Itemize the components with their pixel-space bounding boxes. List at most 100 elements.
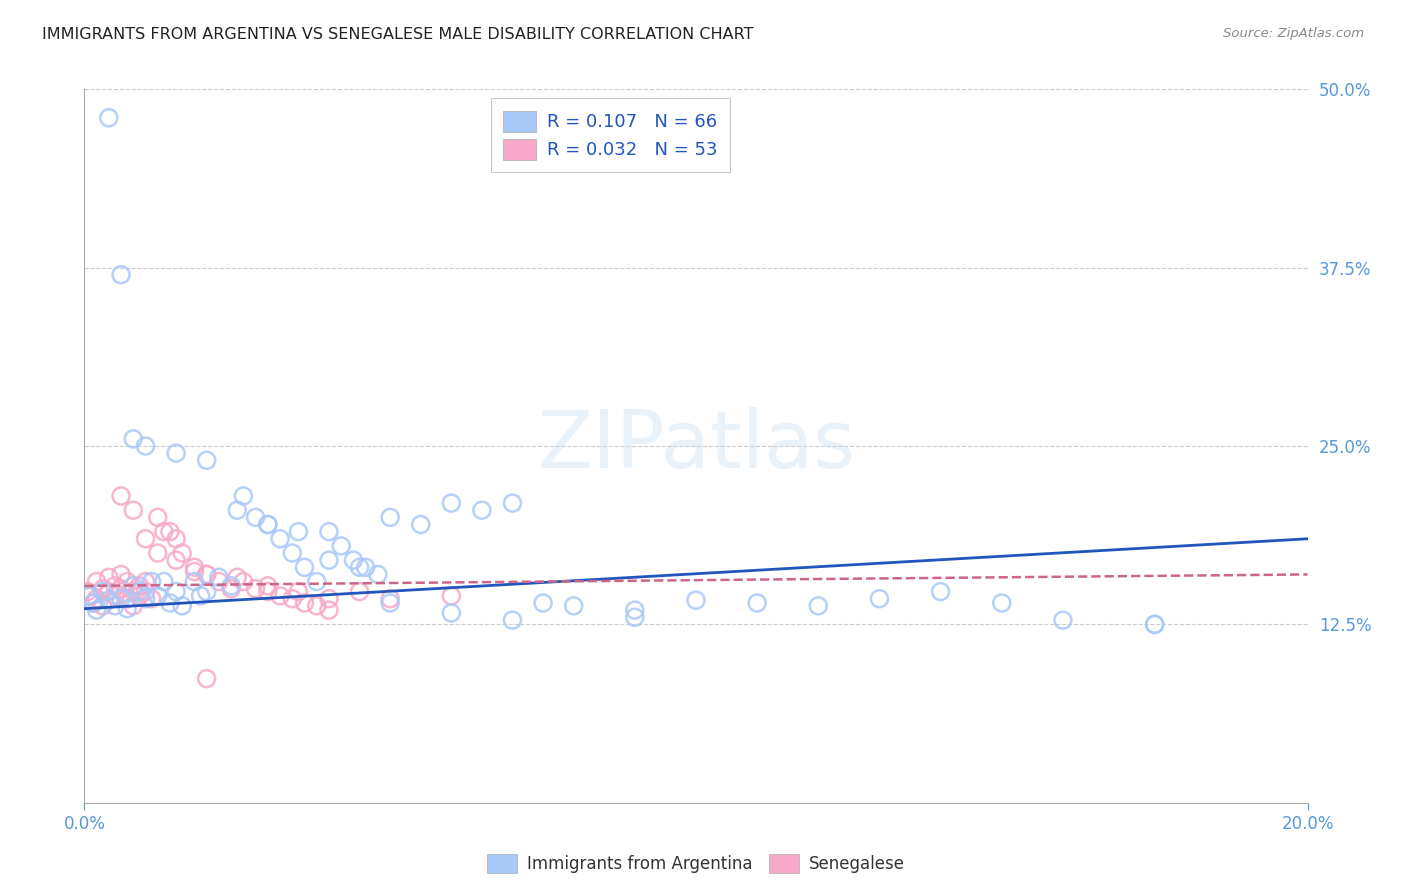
Point <box>135 532 157 546</box>
Point <box>257 517 280 532</box>
Point <box>115 601 138 615</box>
Point <box>318 553 340 567</box>
Text: IMMIGRANTS FROM ARGENTINA VS SENEGALESE MALE DISABILITY CORRELATION CHART: IMMIGRANTS FROM ARGENTINA VS SENEGALESE … <box>42 27 754 42</box>
Point <box>195 584 218 599</box>
Point <box>97 570 120 584</box>
Point <box>77 589 100 603</box>
Point <box>502 613 524 627</box>
Point <box>79 589 101 603</box>
Point <box>76 584 98 599</box>
Point <box>190 589 212 603</box>
Point <box>153 574 176 589</box>
Point <box>195 567 218 582</box>
Point <box>502 496 524 510</box>
Point <box>269 532 291 546</box>
Point <box>183 565 205 579</box>
Point <box>122 432 145 446</box>
Point <box>562 599 585 613</box>
Point <box>281 546 304 560</box>
Point <box>86 591 108 606</box>
Point <box>380 591 402 606</box>
Point <box>146 546 169 560</box>
Point <box>226 570 249 584</box>
Point <box>115 591 138 606</box>
Point <box>135 591 157 606</box>
Point <box>318 591 340 606</box>
Point <box>195 453 218 467</box>
Point <box>165 584 187 599</box>
Point <box>104 579 127 593</box>
Point <box>128 584 150 599</box>
Point <box>141 591 163 606</box>
Point <box>219 582 242 596</box>
Point <box>624 603 647 617</box>
Point <box>245 582 267 596</box>
Point <box>110 567 132 582</box>
Point <box>110 489 132 503</box>
Point <box>471 503 494 517</box>
Point <box>97 593 120 607</box>
Point <box>685 593 707 607</box>
Point <box>195 567 218 582</box>
Point <box>128 589 150 603</box>
Point <box>245 510 267 524</box>
Point <box>624 610 647 624</box>
Point <box>172 599 194 613</box>
Point <box>122 579 145 593</box>
Point <box>318 603 340 617</box>
Point <box>342 553 364 567</box>
Point <box>380 510 402 524</box>
Point <box>1143 617 1166 632</box>
Point <box>409 517 432 532</box>
Point <box>146 510 169 524</box>
Point <box>440 606 463 620</box>
Point <box>159 524 181 539</box>
Point <box>183 560 205 574</box>
Point <box>294 560 316 574</box>
Point <box>91 582 114 596</box>
Point <box>110 591 132 606</box>
Point <box>159 596 181 610</box>
Point <box>349 584 371 599</box>
Point <box>1143 617 1166 632</box>
Legend: Immigrants from Argentina, Senegalese: Immigrants from Argentina, Senegalese <box>481 847 911 880</box>
Point <box>83 596 105 610</box>
Point <box>135 584 157 599</box>
Point <box>929 584 952 599</box>
Point <box>122 503 145 517</box>
Point <box>305 599 328 613</box>
Point <box>294 596 316 610</box>
Point <box>367 567 389 582</box>
Point <box>165 446 187 460</box>
Point <box>1052 613 1074 627</box>
Point <box>97 584 120 599</box>
Point <box>747 596 769 610</box>
Point <box>807 599 830 613</box>
Point <box>281 591 304 606</box>
Point <box>146 589 169 603</box>
Point <box>115 574 138 589</box>
Point <box>172 546 194 560</box>
Point <box>122 599 145 613</box>
Point <box>165 532 187 546</box>
Point <box>128 579 150 593</box>
Point <box>257 584 280 599</box>
Point <box>208 574 231 589</box>
Point <box>165 553 187 567</box>
Point <box>257 517 280 532</box>
Text: ZIPatlas: ZIPatlas <box>537 407 855 485</box>
Point <box>97 111 120 125</box>
Point <box>153 524 176 539</box>
Text: Source: ZipAtlas.com: Source: ZipAtlas.com <box>1223 27 1364 40</box>
Point <box>104 599 127 613</box>
Point <box>232 574 254 589</box>
Point <box>183 574 205 589</box>
Point <box>86 603 108 617</box>
Point <box>135 439 157 453</box>
Point <box>91 584 114 599</box>
Point <box>219 579 242 593</box>
Point <box>354 560 377 574</box>
Point <box>135 574 157 589</box>
Point <box>226 503 249 517</box>
Point <box>195 672 218 686</box>
